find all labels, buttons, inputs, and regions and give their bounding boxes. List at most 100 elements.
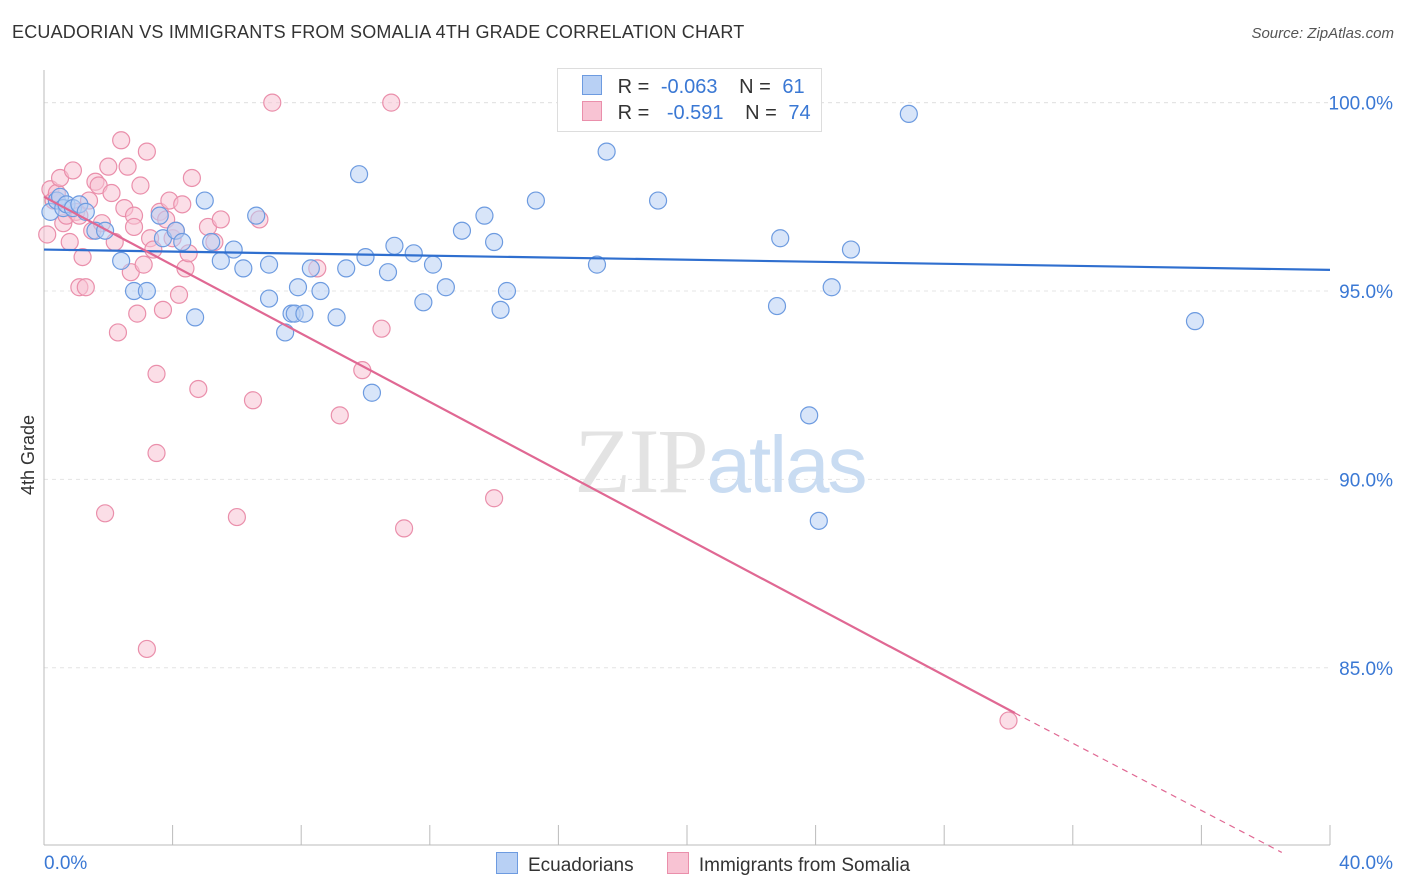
correlation-legend: R = -0.063 N = 61 R = -0.591 N = 74 [557, 68, 822, 132]
legend-n-label: N = [745, 102, 777, 124]
ecuadorian-point [767, 296, 787, 316]
somalia-point [372, 319, 391, 338]
ecuadorian-point [809, 511, 828, 530]
ecuadorian-point [378, 263, 398, 282]
y-tick-label: 90.0% [1339, 470, 1393, 491]
somalia-point [147, 364, 166, 383]
ecuadorian-point [137, 281, 156, 301]
ecuadorian-point [112, 251, 131, 270]
ecuadorian-point [362, 383, 382, 402]
ecuadorian-point [587, 255, 607, 274]
ecuadorian-point [648, 191, 668, 210]
axes [43, 70, 1331, 846]
somalia-point [137, 142, 156, 161]
legend-n-label: N = [739, 76, 771, 98]
somalia-point [76, 278, 95, 297]
legend-item-ecuadorians: Ecuadorians [495, 852, 634, 877]
source-label: Source: ZipAtlas.com [1251, 25, 1394, 42]
ecuadorian-point [234, 259, 253, 278]
somalia-point [485, 489, 504, 508]
legend-row-ecuadorians: R = -0.063 N = 61 [582, 75, 805, 101]
somalia-point [243, 391, 263, 410]
y-tick-label: 95.0% [1339, 282, 1393, 303]
ecuadorian-point [436, 278, 455, 297]
ecuadorian-point [311, 281, 330, 301]
ecuadorian-point [327, 308, 346, 327]
somalia-point [63, 161, 83, 180]
ecuadorian-point [295, 304, 314, 323]
ecuadorian-point [385, 236, 404, 255]
ecuadorian-point [404, 244, 423, 263]
legend-r-value: -0.063 [660, 76, 718, 98]
legend-r-label: R = [617, 102, 650, 124]
somalia-point [153, 300, 173, 319]
ecuadorian-point [301, 259, 320, 278]
series-legend: Ecuadorians Immigrants from Somalia [0, 852, 1406, 877]
ecuadorian-point [186, 308, 205, 327]
watermark: ZIPatlas [575, 410, 866, 512]
ecuadorian-point [337, 259, 356, 278]
legend-r-value: -0.591 [666, 102, 724, 124]
legend-swatch-pink [582, 101, 602, 121]
ecuadorian-point [841, 240, 861, 259]
somalia-point [169, 285, 189, 304]
somalia-points [38, 93, 1018, 730]
somalia-point [263, 93, 282, 112]
tick-labels: 85.0% 90.0% 95.0% 100.0% 0.0% 40.0% [44, 94, 1393, 874]
y-tick-label: 100.0% [1329, 94, 1394, 115]
ecuadorian-point [224, 240, 243, 259]
somalia-point [128, 304, 147, 323]
somalia-point [999, 711, 1018, 730]
y-axis-label: 4th Grade [18, 415, 38, 495]
legend-swatch-blue [582, 75, 602, 95]
somalia-point [112, 131, 131, 150]
legend-swatch-blue [495, 852, 518, 874]
ecuadorian-point [259, 289, 279, 308]
ecuadorian-point [414, 293, 433, 312]
ecuadorian-point [288, 278, 308, 297]
ecuadorian-point [150, 206, 169, 225]
ecuadorian-point [1185, 312, 1205, 331]
somalia-point [147, 443, 166, 463]
legend-row-somalia: R = -0.591 N = 74 [582, 101, 811, 127]
somalia-point [95, 504, 115, 523]
y-tick-label: 85.0% [1339, 659, 1393, 680]
legend-r-label: R = [617, 76, 650, 98]
legend-item-somalia: Immigrants from Somalia [666, 852, 910, 877]
somalia-point [382, 93, 401, 112]
legend-n-value: 74 [788, 102, 811, 124]
ecuadorian-point [800, 406, 819, 425]
ecuadorian-point [202, 232, 221, 252]
somalia-point [137, 639, 156, 659]
somalia-point [182, 168, 201, 188]
somalia-point [330, 406, 349, 425]
somalia-trend-line [43, 195, 1016, 714]
ecuadorian-point [497, 281, 517, 301]
x-tick-label: 0.0% [44, 853, 87, 874]
trend-lines [43, 195, 1331, 853]
ecuadorian-point [485, 232, 504, 252]
legend-label-ecuadorians: Ecuadorians [527, 855, 634, 876]
somalia-point [227, 507, 246, 527]
somalia-point [38, 225, 57, 244]
ecuadorian-trend-line [43, 248, 1331, 272]
ecuadorian-point [491, 300, 510, 319]
somalia-point [60, 232, 79, 252]
somalia-point [118, 157, 137, 176]
somalia-point [99, 157, 118, 176]
somalia-point [131, 176, 150, 195]
somalia-point [124, 217, 144, 237]
ecuadorian-point [276, 323, 295, 342]
ecuadorian-point [356, 247, 375, 267]
ecuadorian-point [349, 165, 369, 184]
ecuadorian-point [259, 255, 279, 274]
somalia-point [73, 247, 92, 267]
ecuadorian-point [899, 104, 918, 124]
somalia-trend-extension [1014, 712, 1283, 853]
somalia-point [211, 210, 230, 229]
watermark-atlas: atlas [707, 420, 866, 509]
legend-n-value: 61 [782, 76, 805, 98]
ecuadorian-point [173, 232, 192, 252]
somalia-point [189, 379, 208, 399]
